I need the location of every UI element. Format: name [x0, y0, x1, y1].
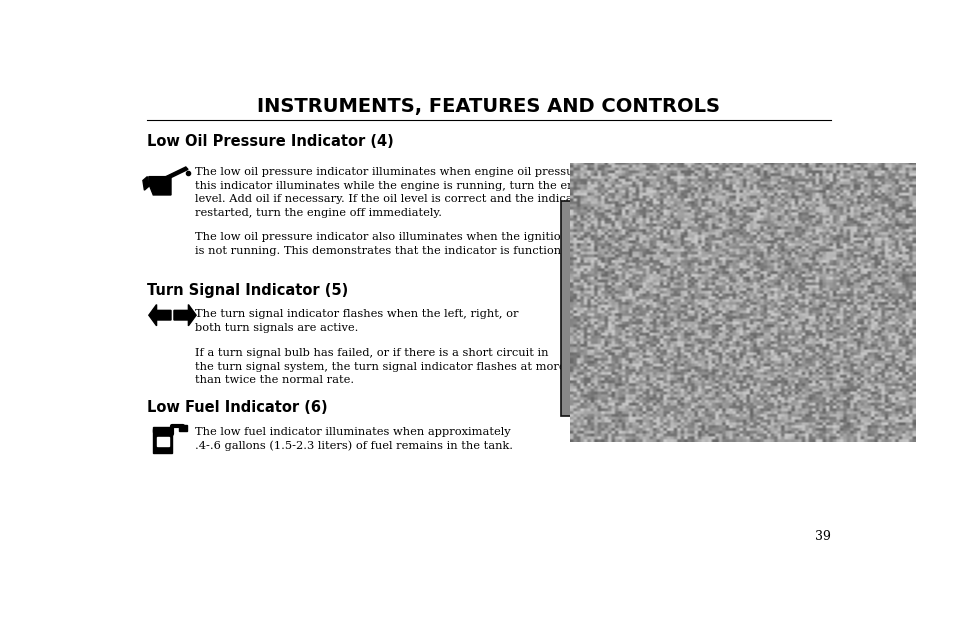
Circle shape: [743, 386, 777, 407]
Bar: [153, 429, 172, 453]
Bar: [153, 427, 172, 431]
Polygon shape: [149, 305, 171, 326]
Bar: [157, 438, 169, 446]
Text: The low oil pressure indicator also illuminates when the ignition switch is in t: The low oil pressure indicator also illu…: [195, 232, 821, 256]
Text: The low fuel indicator illuminates when approximately
.4-.6 gallons (1.5-2.3 lit: The low fuel indicator illuminates when …: [195, 427, 513, 451]
Text: Low Oil Pressure Indicator (4): Low Oil Pressure Indicator (4): [147, 134, 394, 149]
Bar: [179, 424, 187, 431]
Text: The low oil pressure indicator illuminates when engine oil pressure drops below : The low oil pressure indicator illuminat…: [195, 167, 819, 218]
Text: 39: 39: [814, 530, 830, 542]
Circle shape: [682, 386, 715, 407]
Text: 5: 5: [695, 391, 702, 401]
Text: 4: 4: [628, 391, 636, 401]
Bar: [560, 201, 828, 416]
Circle shape: [616, 386, 648, 407]
Text: INSTRUMENTS, FEATURES AND CONTROLS: INSTRUMENTS, FEATURES AND CONTROLS: [257, 97, 720, 116]
Polygon shape: [143, 177, 149, 190]
Text: If a turn signal bulb has failed, or if there is a short circuit in
the turn sig: If a turn signal bulb has failed, or if …: [195, 348, 565, 385]
Text: 6: 6: [756, 391, 764, 401]
Polygon shape: [173, 305, 196, 326]
Text: Low Fuel Indicator (6): Low Fuel Indicator (6): [147, 399, 328, 414]
Polygon shape: [166, 167, 188, 179]
Polygon shape: [149, 177, 171, 195]
Text: The turn signal indicator flashes when the left, right, or
both turn signals are: The turn signal indicator flashes when t…: [195, 309, 518, 333]
Text: Turn Signal Indicator (5): Turn Signal Indicator (5): [147, 283, 348, 298]
